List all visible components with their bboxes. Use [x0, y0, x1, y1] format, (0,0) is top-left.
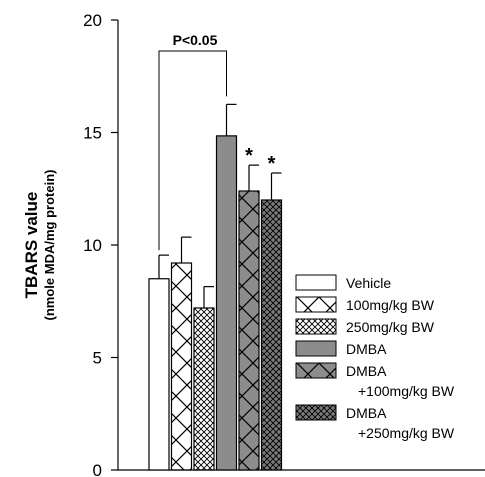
legend-item-4: DMBA +100mg/kg BW: [295, 362, 455, 399]
legend: Vehicle 100mg/kg BW 250mg/kg BW DMBA DMBA +10…: [295, 274, 455, 441]
y-axis-sublabel: (nmole MDA/mg protein): [42, 170, 57, 321]
legend-label-0: Vehicle: [346, 275, 391, 291]
legend-item-1: 100mg/kg BW: [295, 296, 435, 313]
significance-star-5: *: [268, 153, 276, 175]
y-ticks: 0 5 10 15 20: [83, 11, 118, 477]
significance-star-4: *: [245, 145, 253, 167]
y-axis-label: TBARS value: [22, 192, 41, 299]
legend-item-5: DMBA +250mg/kg BW: [295, 404, 455, 441]
bar-4: [238, 190, 260, 471]
y-tick-label-1: 5: [93, 349, 102, 368]
bar-2: [193, 307, 215, 471]
bar-0: [148, 278, 170, 471]
error-bars: [158, 103, 282, 308]
bracket-label: P<0.05: [173, 32, 218, 48]
legend-swatch-2: [295, 318, 337, 335]
y-tick-label-3: 15: [83, 124, 102, 143]
legend-label-5: DMBA: [346, 405, 387, 421]
legend-swatch-5: [295, 404, 337, 421]
legend-label-4-line2: +100mg/kg BW: [358, 383, 455, 399]
legend-item-2: 250mg/kg BW: [295, 318, 435, 335]
legend-label-4: DMBA: [346, 363, 387, 379]
y-tick-label-4: 20: [83, 11, 102, 30]
y-tick-label-2: 10: [83, 236, 102, 255]
legend-swatch-0: [295, 274, 337, 291]
significance-marks: P<0.05 * *: [158, 32, 276, 251]
legend-label-3: DMBA: [346, 341, 387, 357]
legend-swatch-1: [295, 296, 337, 313]
significance-bracket: [158, 50, 227, 251]
legend-label-5-line2: +250mg/kg BW: [358, 425, 455, 441]
legend-label-2: 250mg/kg BW: [346, 319, 435, 335]
y-tick-label-0: 0: [93, 461, 102, 477]
bar-3: [215, 135, 238, 471]
legend-item-0: Vehicle: [295, 274, 391, 291]
bar-1: [170, 262, 193, 471]
bars: [148, 135, 283, 471]
legend-swatch-4: [295, 362, 337, 379]
y-axis-title: TBARS value (nmole MDA/mg protein): [22, 170, 57, 321]
legend-item-3: DMBA: [295, 340, 387, 357]
legend-label-1: 100mg/kg BW: [346, 297, 435, 313]
bar-5: [260, 199, 283, 471]
legend-swatch-3: [295, 340, 337, 357]
